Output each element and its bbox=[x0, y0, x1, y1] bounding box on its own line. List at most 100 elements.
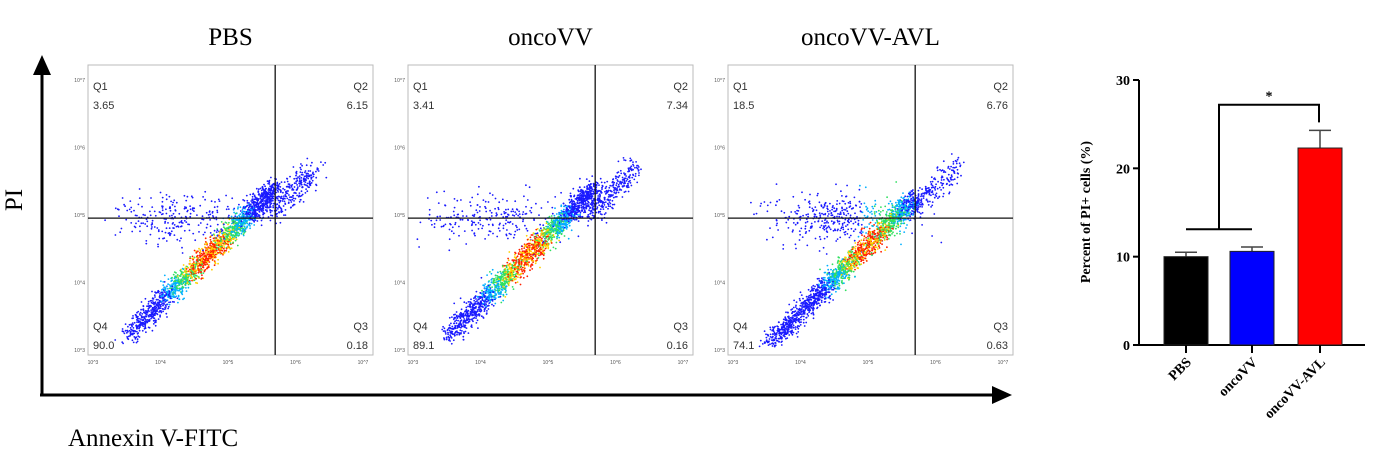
event-dot bbox=[295, 182, 297, 185]
event-dot bbox=[254, 195, 256, 198]
event-dot bbox=[516, 255, 519, 258]
event-dot bbox=[481, 227, 483, 230]
event-dot bbox=[265, 187, 267, 190]
event-dot bbox=[508, 221, 511, 224]
event-dot bbox=[223, 223, 225, 226]
event-dot bbox=[153, 308, 156, 311]
event-dot bbox=[528, 242, 530, 245]
event-dot bbox=[439, 219, 442, 221]
event-dot bbox=[262, 209, 264, 212]
event-dot bbox=[157, 230, 160, 233]
event-dot bbox=[166, 316, 168, 318]
event-dot bbox=[491, 268, 494, 271]
event-dot bbox=[283, 181, 286, 184]
event-dot bbox=[489, 299, 491, 301]
event-dot bbox=[303, 175, 306, 178]
event-dot bbox=[141, 319, 144, 322]
event-dot bbox=[189, 208, 192, 211]
y-tick-label: 10^6 bbox=[74, 146, 85, 152]
event-dot bbox=[192, 258, 195, 261]
event-dot bbox=[181, 286, 184, 289]
event-dot bbox=[145, 309, 147, 312]
event-dot bbox=[480, 303, 482, 305]
event-dot bbox=[567, 215, 569, 218]
event-dot bbox=[525, 253, 527, 256]
event-dot bbox=[448, 238, 451, 241]
event-dot bbox=[517, 258, 520, 261]
event-dot bbox=[128, 208, 131, 211]
event-dot bbox=[631, 176, 634, 179]
event-dot bbox=[249, 203, 252, 206]
event-dot bbox=[587, 201, 590, 204]
event-dot bbox=[568, 224, 571, 227]
event-dot bbox=[465, 306, 468, 309]
event-dot bbox=[147, 300, 150, 303]
event-dot bbox=[569, 192, 572, 195]
event-dot bbox=[247, 213, 249, 215]
event-dot bbox=[184, 283, 187, 286]
event-dot bbox=[241, 211, 243, 214]
event-dot bbox=[495, 294, 498, 296]
event-dot bbox=[170, 291, 172, 294]
event-dot bbox=[142, 305, 145, 307]
event-dot bbox=[226, 230, 229, 233]
event-dot bbox=[150, 197, 152, 199]
event-dot bbox=[465, 327, 468, 329]
event-dot bbox=[163, 274, 166, 277]
event-dot bbox=[539, 223, 541, 226]
event-dot bbox=[191, 255, 194, 258]
event-dot bbox=[191, 257, 194, 260]
event-dot bbox=[195, 269, 198, 272]
event-dot bbox=[581, 192, 584, 195]
event-dot bbox=[238, 226, 241, 229]
event-dot bbox=[269, 191, 272, 194]
event-dot bbox=[499, 295, 502, 298]
event-dot bbox=[615, 182, 618, 185]
x-tick-label: 10^3 bbox=[408, 360, 419, 366]
event-dot bbox=[165, 218, 167, 221]
event-dot bbox=[416, 238, 419, 241]
event-dot bbox=[601, 186, 603, 189]
event-dot bbox=[246, 204, 249, 207]
event-dot bbox=[286, 192, 289, 195]
event-dot bbox=[167, 283, 170, 286]
event-dot bbox=[461, 218, 464, 221]
event-dot bbox=[542, 257, 545, 260]
event-dot bbox=[284, 209, 287, 211]
event-dot bbox=[480, 276, 483, 279]
event-dot bbox=[134, 214, 137, 217]
event-dot bbox=[485, 313, 488, 315]
event-dot bbox=[276, 197, 279, 200]
event-dot bbox=[140, 308, 143, 311]
flow-panel-PBS: PBS10^310^310^410^410^510^510^610^610^71… bbox=[74, 24, 374, 366]
event-dot bbox=[469, 314, 472, 316]
event-dot bbox=[448, 316, 451, 319]
event-dot bbox=[610, 190, 613, 193]
event-dot bbox=[592, 190, 595, 193]
event-dot bbox=[127, 325, 129, 328]
event-dot bbox=[515, 278, 517, 280]
event-dot bbox=[530, 234, 533, 236]
event-dot bbox=[542, 254, 545, 257]
event-dot bbox=[428, 208, 431, 211]
event-dot bbox=[141, 329, 144, 332]
event-dot bbox=[605, 206, 607, 209]
event-dot bbox=[197, 262, 200, 265]
event-dot bbox=[138, 329, 141, 332]
event-dot bbox=[293, 177, 296, 180]
event-dot bbox=[152, 313, 155, 316]
event-dot bbox=[282, 187, 284, 190]
event-dot bbox=[456, 199, 459, 202]
event-dot bbox=[536, 232, 539, 235]
event-dot bbox=[309, 164, 312, 167]
event-dot bbox=[152, 319, 155, 322]
event-dot bbox=[163, 281, 166, 283]
event-dot bbox=[222, 239, 224, 242]
event-dot bbox=[210, 200, 213, 203]
event-dot bbox=[475, 290, 478, 293]
event-dot bbox=[476, 319, 479, 322]
event-dot bbox=[134, 338, 137, 340]
event-dot bbox=[471, 223, 474, 225]
event-dot bbox=[461, 330, 463, 332]
event-dot bbox=[218, 235, 221, 238]
